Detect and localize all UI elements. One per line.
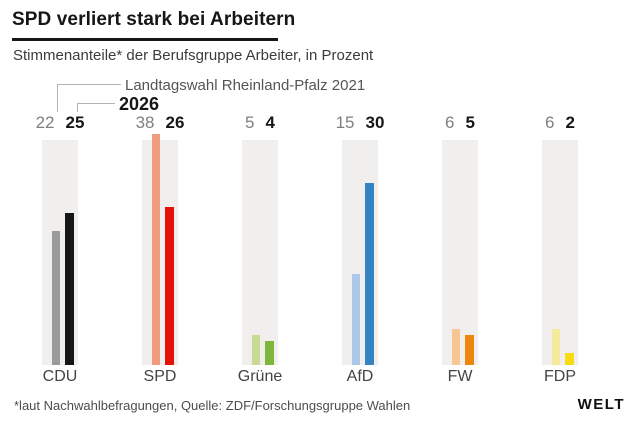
category-label-fdp: FDP bbox=[544, 368, 576, 385]
legend-2021-leader-horizontal bbox=[57, 84, 121, 86]
value-labels-afd: 15 30 bbox=[318, 113, 402, 132]
band-background bbox=[542, 140, 578, 365]
bar-2021-afd bbox=[352, 274, 360, 365]
band-background bbox=[442, 140, 478, 365]
bar-2026-cdu bbox=[65, 213, 74, 365]
value-2021: 22 bbox=[35, 113, 55, 132]
value-2021: 5 bbox=[245, 113, 255, 132]
band-background bbox=[242, 140, 278, 365]
value-2026: 5 bbox=[465, 113, 475, 132]
bar-2021-fw bbox=[452, 329, 460, 365]
value-2026: 26 bbox=[165, 113, 185, 132]
legend-2021-leader-vertical bbox=[57, 84, 59, 112]
bar-2021-fdp bbox=[552, 329, 560, 365]
bar-2026-fw bbox=[465, 335, 474, 365]
bar-2026-spd bbox=[165, 207, 174, 365]
legend-label-2021: Landtagswahl Rheinland-Pfalz 2021 bbox=[125, 77, 366, 94]
chart-subtitle: Stimmenanteile* der Berufsgruppe Arbeite… bbox=[13, 47, 374, 64]
value-2021: 15 bbox=[335, 113, 355, 132]
category-label-spd: SPD bbox=[143, 368, 177, 385]
value-2026: 2 bbox=[565, 113, 575, 132]
category-label-cdu: CDU bbox=[42, 368, 78, 385]
bar-2021-spd bbox=[152, 134, 160, 365]
legend-label-2026: 2026 bbox=[119, 94, 160, 114]
bar-2026-grüne bbox=[265, 341, 274, 365]
source-note: *laut Nachwahlbefragungen, Quelle: ZDF/F… bbox=[14, 398, 411, 413]
value-2021: 38 bbox=[135, 113, 155, 132]
value-2021: 6 bbox=[545, 113, 555, 132]
category-label-afd: AfD bbox=[346, 368, 374, 385]
value-2026: 4 bbox=[265, 113, 275, 132]
bar-2021-cdu bbox=[52, 231, 60, 365]
value-2026: 25 bbox=[65, 113, 85, 132]
bar-2021-grüne bbox=[252, 335, 260, 365]
value-2021: 6 bbox=[445, 113, 455, 132]
category-label-grüne: Grüne bbox=[237, 368, 283, 385]
value-2026: 30 bbox=[365, 113, 385, 132]
welt-logo: WELT bbox=[577, 396, 625, 413]
category-label-fw: FW bbox=[447, 368, 473, 385]
page-title: SPD verliert stark bei Arbeitern bbox=[12, 9, 296, 30]
bar-2026-fdp bbox=[565, 353, 574, 365]
legend-2026-leader-vertical bbox=[77, 103, 79, 112]
title-underline bbox=[12, 38, 278, 41]
value-labels-spd: 38 26 bbox=[118, 113, 202, 132]
bar-2026-afd bbox=[365, 183, 374, 365]
value-labels-cdu: 22 25 bbox=[18, 113, 102, 132]
legend-2026-leader-horizontal bbox=[77, 103, 115, 105]
